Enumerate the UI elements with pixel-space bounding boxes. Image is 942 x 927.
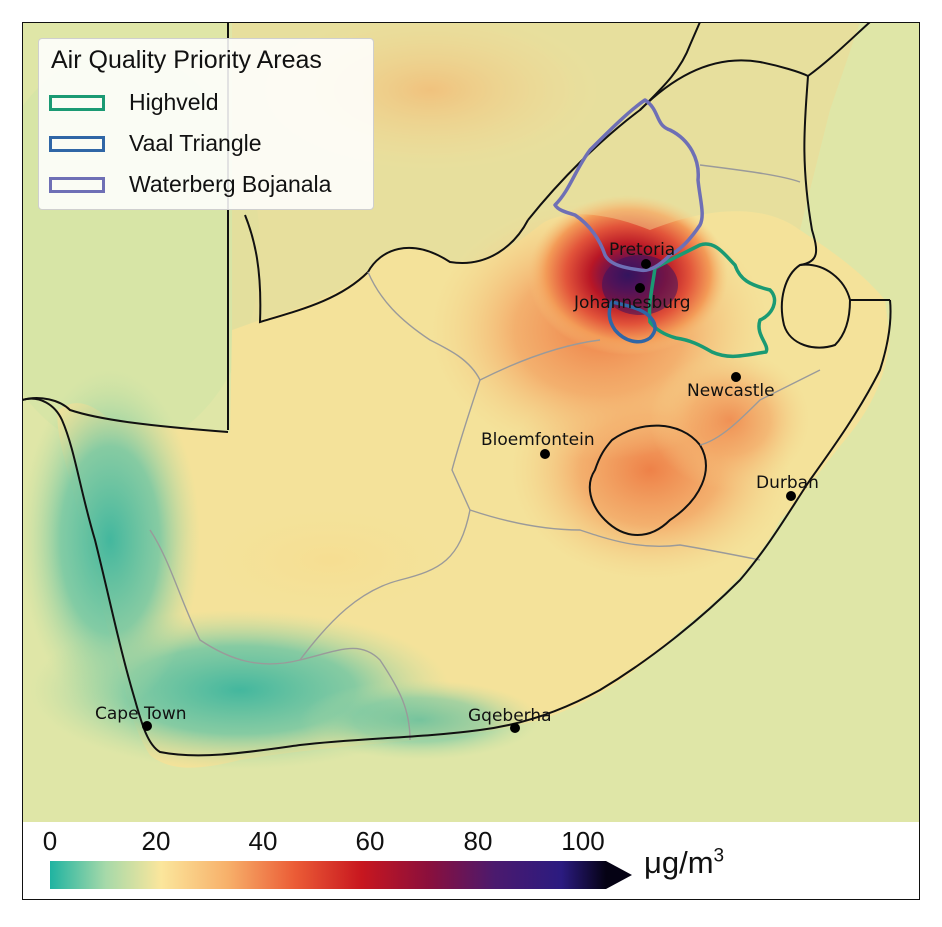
city-labels: Pretoria Johannesburg Newcastle Bloemfon… bbox=[95, 240, 819, 726]
legend-swatch-highveld bbox=[49, 95, 105, 111]
colorbar-unit-base: μg/m bbox=[644, 845, 714, 880]
province-border-nw-nc bbox=[367, 271, 481, 511]
legend-item-vaal-triangle: Vaal Triangle bbox=[49, 130, 369, 160]
colorbar-tick-label: 20 bbox=[141, 826, 171, 856]
legend-title: Air Quality Priority Areas bbox=[51, 46, 322, 74]
city-label-newcastle: Newcastle bbox=[687, 381, 775, 401]
colorbar-gradient bbox=[50, 861, 606, 889]
newcastle-warm-area bbox=[650, 350, 810, 490]
coastline bbox=[22, 299, 892, 757]
mozambique-north-border bbox=[807, 22, 871, 77]
northern-neighbour-land bbox=[232, 22, 860, 330]
city-marker-durban bbox=[786, 491, 796, 501]
province-border-fs-ec bbox=[469, 509, 761, 561]
city-label-bloemfontein: Bloemfontein bbox=[481, 430, 595, 450]
legend-swatch-vaal-triangle bbox=[49, 136, 105, 152]
colorbar-unit-exponent: 3 bbox=[713, 845, 725, 867]
western-low-area bbox=[22, 370, 200, 710]
karoo-area bbox=[170, 490, 490, 630]
namibia-south-border bbox=[22, 397, 229, 433]
city-markers bbox=[142, 259, 796, 733]
colorbar-tick-label: 40 bbox=[248, 826, 278, 856]
lesotho-border bbox=[588, 424, 707, 536]
vaal-triangle-priority-area bbox=[607, 300, 657, 344]
city-marker-johannesburg bbox=[635, 283, 645, 293]
city-marker-gqeberha bbox=[510, 723, 520, 733]
city-marker-bloemfontein bbox=[540, 449, 550, 459]
botswana-east-border bbox=[527, 59, 809, 221]
city-label-johannesburg: Johannesburg bbox=[573, 293, 691, 313]
province-border-kzn bbox=[699, 369, 821, 446]
waterberg-bojanala-priority-area bbox=[553, 98, 704, 273]
eswatini-border bbox=[780, 263, 852, 349]
legend: Air Quality Priority Areas Highveld Vaal… bbox=[38, 38, 374, 210]
legend-label-vaal-triangle: Vaal Triangle bbox=[129, 130, 262, 156]
city-marker-cape-town bbox=[142, 721, 152, 731]
city-marker-newcastle bbox=[731, 372, 741, 382]
highveld-priority-area bbox=[647, 242, 777, 359]
city-label-cape-town: Cape Town bbox=[95, 704, 187, 724]
colorbar bbox=[50, 861, 632, 889]
city-marker-pretoria bbox=[641, 259, 651, 269]
colorbar-tick-label: 100 bbox=[561, 826, 605, 856]
legend-label-waterberg-bojanala: Waterberg Bojanala bbox=[129, 171, 332, 197]
colorbar-tick-label: 60 bbox=[355, 826, 385, 856]
colorbar-unit: μg/m3 bbox=[644, 845, 724, 881]
city-label-gqeberha: Gqeberha bbox=[468, 706, 552, 726]
colorbar-tick-label: 0 bbox=[42, 826, 58, 856]
colorbar-extend-arrow bbox=[606, 861, 632, 889]
province-border-nw-fs bbox=[479, 339, 601, 381]
legend-item-highveld: Highveld bbox=[49, 89, 369, 119]
legend-label-highveld: Highveld bbox=[129, 89, 219, 115]
province-border-nc-ec bbox=[299, 509, 471, 661]
colorbar-tick-label: 80 bbox=[463, 826, 493, 856]
legend-swatch-waterberg-bojanala bbox=[49, 177, 105, 193]
province-border-limpopo bbox=[699, 164, 801, 183]
province-border-wc-ec bbox=[149, 529, 411, 741]
city-label-durban: Durban bbox=[756, 473, 819, 493]
province-borders bbox=[149, 164, 821, 741]
mozambique-west-border bbox=[799, 75, 818, 266]
legend-item-waterberg-bojanala: Waterberg Bojanala bbox=[49, 171, 369, 201]
city-label-pretoria: Pretoria bbox=[609, 240, 675, 260]
